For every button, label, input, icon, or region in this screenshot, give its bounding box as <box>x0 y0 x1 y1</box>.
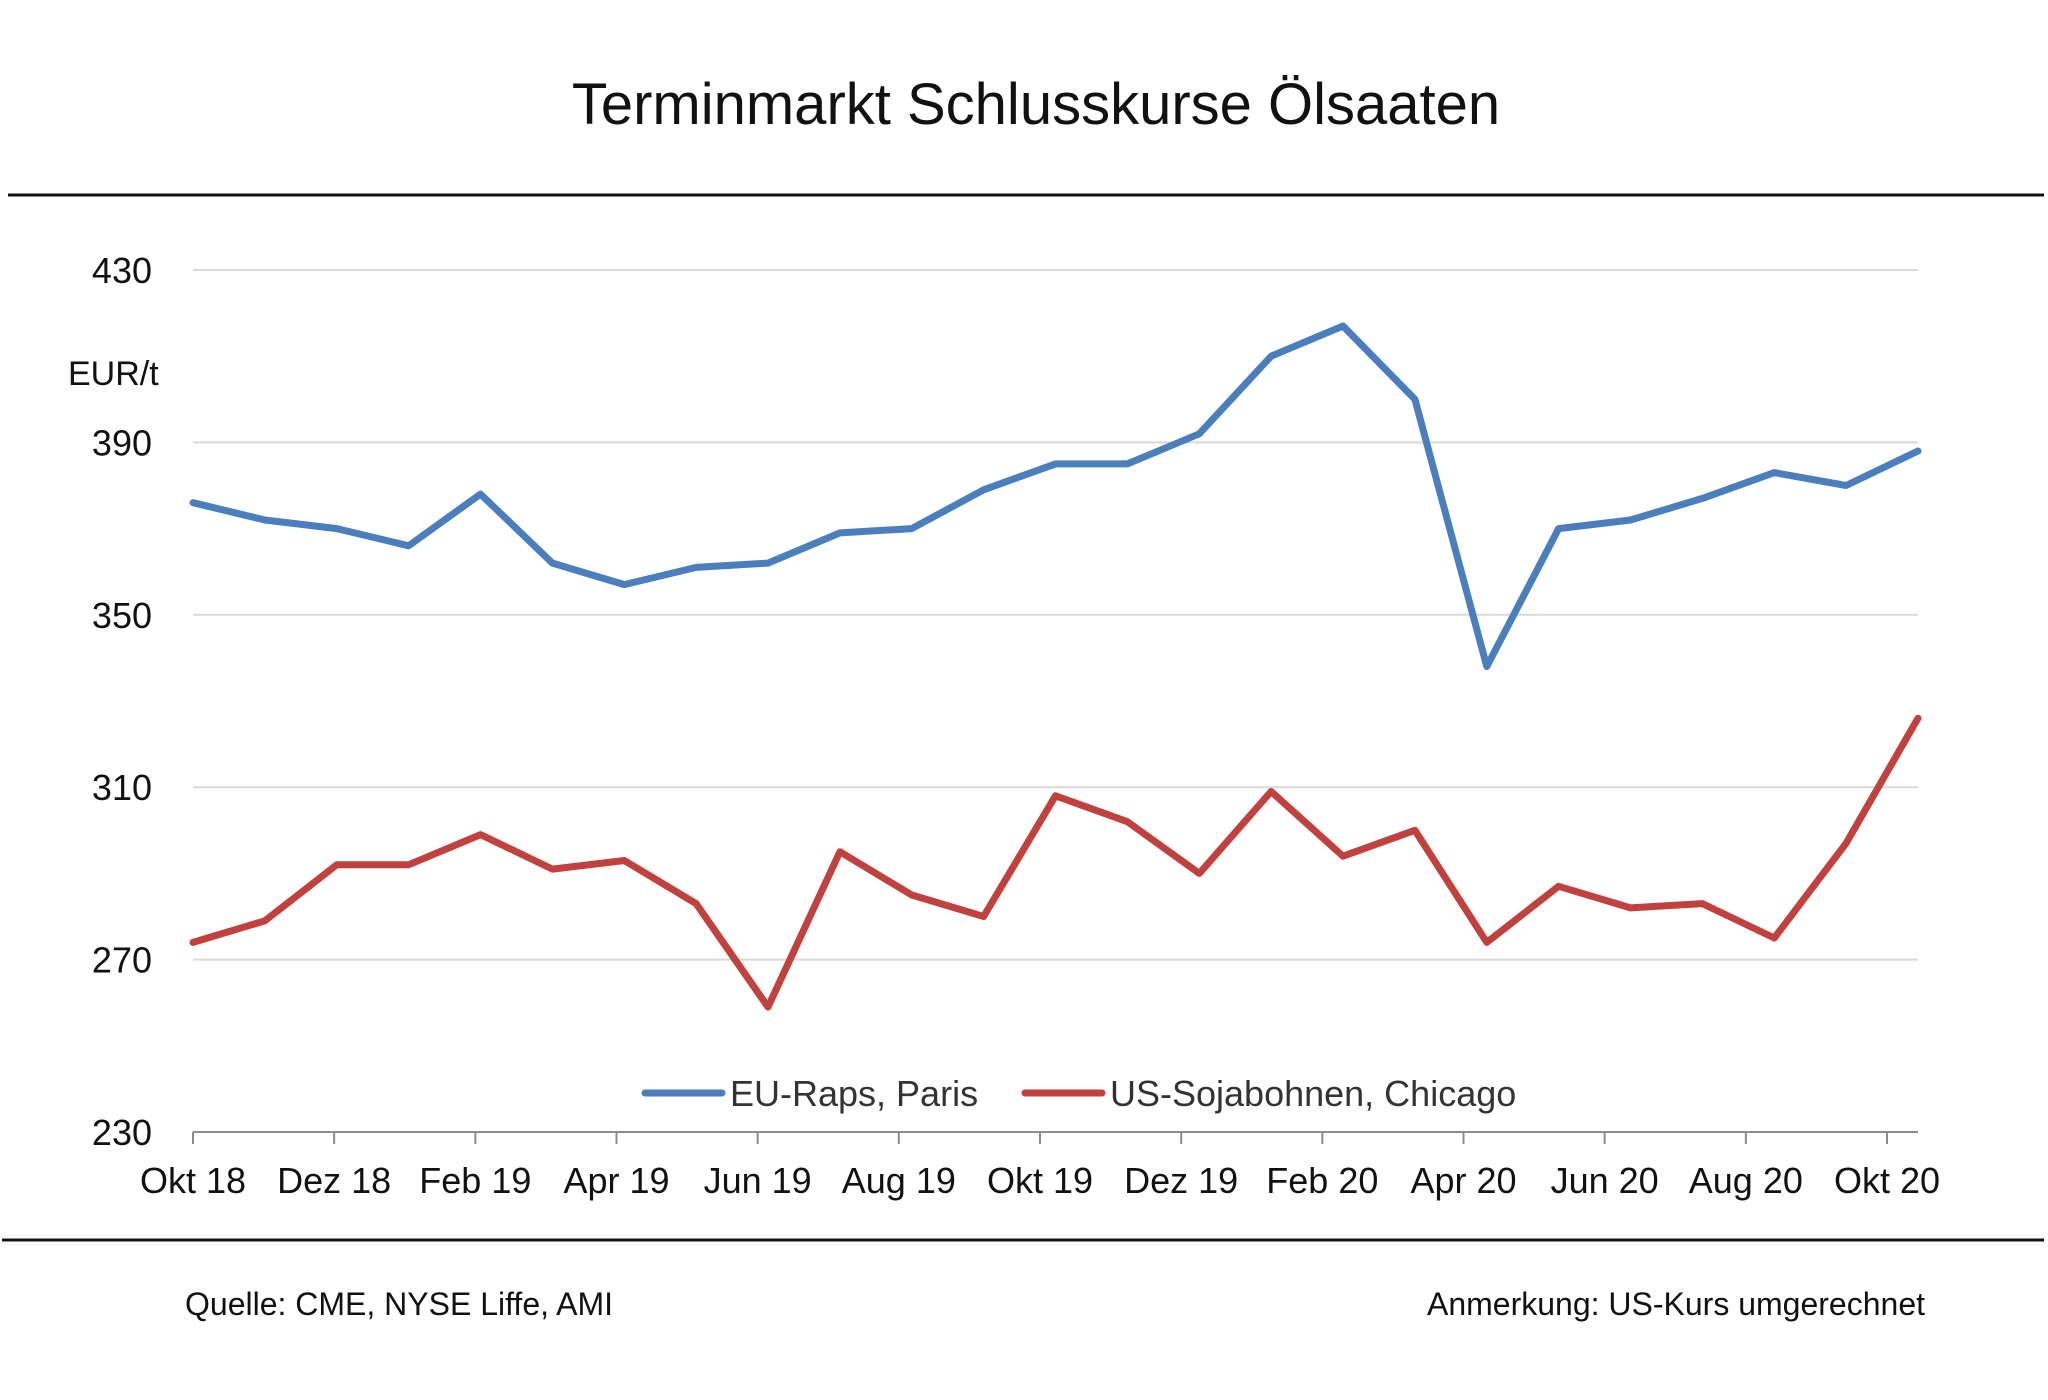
y-tick-label: 350 <box>92 595 152 636</box>
data-point-us-sojabohnen <box>1699 900 1706 907</box>
data-point-us-sojabohnen <box>765 1004 771 1011</box>
data-point-eu-raps <box>1699 495 1706 502</box>
data-point-us-sojabohnen <box>621 857 628 864</box>
chart-title: Terminmarkt Schlusskurse Ölsaaten <box>572 72 1500 137</box>
data-point-eu-raps <box>1411 396 1418 403</box>
data-point-us-sojabohnen <box>1627 904 1634 911</box>
y-tick-label: 430 <box>92 250 152 291</box>
data-point-eu-raps <box>1124 460 1131 467</box>
gridlines <box>193 269 1918 961</box>
data-point-us-sojabohnen <box>1124 818 1131 825</box>
data-point-us-sojabohnen <box>1483 939 1490 946</box>
x-tick-label: Okt 20 <box>1834 1160 1940 1201</box>
data-point-eu-raps <box>1915 448 1921 455</box>
series-lines <box>189 322 1922 1011</box>
data-point-eu-raps <box>1627 516 1634 523</box>
remark-note: Anmerkung: US-Kurs umgerechnet <box>1427 1286 1925 1322</box>
y-tick-label: 310 <box>92 767 152 808</box>
data-point-us-sojabohnen <box>190 939 196 946</box>
data-point-eu-raps <box>1483 663 1490 670</box>
data-point-us-sojabohnen <box>836 848 843 855</box>
x-tick-label: Jun 20 <box>1551 1160 1659 1201</box>
y-axis-ticks: 430 390 350 310 270 230 <box>92 250 152 1153</box>
data-point-eu-raps <box>549 560 556 567</box>
x-tick-label: Dez 19 <box>1124 1160 1238 1201</box>
data-point-us-sojabohnen <box>693 900 700 907</box>
data-point-us-sojabohnen <box>1555 883 1562 890</box>
x-tick-label: Okt 19 <box>987 1160 1093 1201</box>
legend-label: US-Sojabohnen, Chicago <box>1110 1073 1516 1114</box>
data-point-us-sojabohnen <box>333 861 340 868</box>
data-point-eu-raps <box>621 581 628 588</box>
data-point-us-sojabohnen <box>1915 715 1921 722</box>
data-point-eu-raps <box>1052 460 1059 467</box>
data-point-eu-raps <box>836 529 843 536</box>
data-point-us-sojabohnen <box>1411 827 1418 834</box>
data-point-eu-raps <box>980 486 987 493</box>
data-point-us-sojabohnen <box>980 913 987 920</box>
data-point-eu-raps <box>1196 430 1203 437</box>
data-point-us-sojabohnen <box>1340 853 1346 860</box>
x-tick-label: Jun 19 <box>704 1160 812 1201</box>
data-point-eu-raps <box>1555 525 1562 532</box>
data-point-eu-raps <box>765 560 771 567</box>
x-axis: Okt 18 Dez 18 Feb 19 Apr 19 Jun 19 Aug 19 Okt … <box>140 1131 1940 1201</box>
y-tick-label: 390 <box>92 422 152 463</box>
data-point-us-sojabohnen <box>1052 792 1059 799</box>
data-point-eu-raps <box>333 525 340 532</box>
x-tick-label: Aug 20 <box>1689 1160 1803 1201</box>
data-point-us-sojabohnen <box>261 917 268 924</box>
data-point-us-sojabohnen <box>1268 788 1275 795</box>
data-point-us-sojabohnen <box>477 831 484 838</box>
x-tick-label: Apr 19 <box>563 1160 669 1201</box>
data-point-eu-raps <box>908 525 915 532</box>
data-point-eu-raps <box>1843 482 1850 489</box>
y-axis-label: EUR/t <box>68 355 159 393</box>
data-point-eu-raps <box>1771 469 1778 476</box>
data-point-eu-raps <box>261 516 268 523</box>
y-tick-label: 270 <box>92 940 152 981</box>
legend-label: EU-Raps, Paris <box>730 1073 978 1114</box>
data-point-us-sojabohnen <box>1843 840 1850 847</box>
data-point-us-sojabohnen <box>549 866 556 873</box>
data-point-us-sojabohnen <box>1771 935 1778 942</box>
data-point-eu-raps <box>477 491 484 498</box>
series-line-us-sojabohnen <box>189 714 1922 1011</box>
data-point-eu-raps <box>405 542 412 549</box>
y-tick-label: 230 <box>92 1112 152 1153</box>
data-point-eu-raps <box>1340 323 1346 330</box>
source-note: Quelle: CME, NYSE Liffe, AMI <box>185 1286 613 1322</box>
x-tick-label: Dez 18 <box>277 1160 391 1201</box>
data-point-eu-raps <box>1268 353 1275 360</box>
data-point-eu-raps <box>693 564 700 571</box>
x-tick-label: Apr 20 <box>1410 1160 1516 1201</box>
data-point-us-sojabohnen <box>1196 870 1203 877</box>
x-tick-label: Feb 19 <box>419 1160 531 1201</box>
data-point-us-sojabohnen <box>405 861 412 868</box>
x-tick-label: Aug 19 <box>842 1160 956 1201</box>
legend: EU-Raps, Paris US-Sojabohnen, Chicago <box>641 1073 1516 1114</box>
data-point-eu-raps <box>190 499 196 506</box>
x-tick-label: Okt 18 <box>140 1160 246 1201</box>
x-tick-label: Feb 20 <box>1266 1160 1378 1201</box>
data-point-us-sojabohnen <box>908 891 915 898</box>
